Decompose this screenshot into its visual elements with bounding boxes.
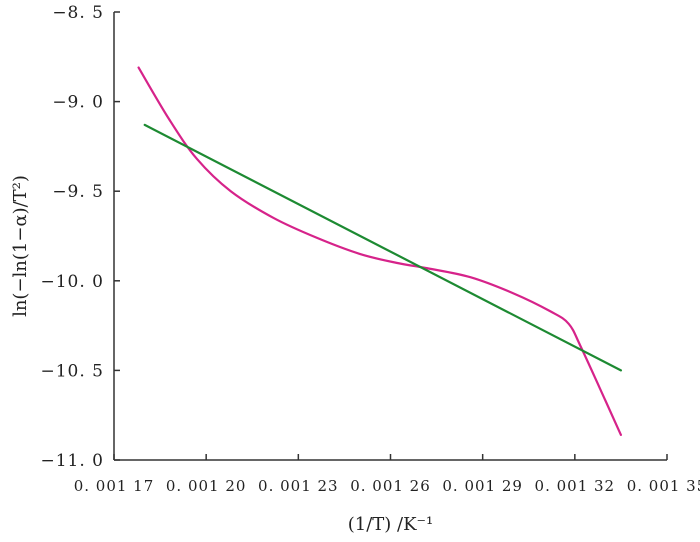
y-tick-label: −11. 0 <box>41 451 105 471</box>
x-tick-label: 0. 001 32 <box>535 477 616 495</box>
x-tick-label: 0. 001 20 <box>166 477 247 495</box>
x-tick-label: 0. 001 17 <box>74 477 155 495</box>
linear-fit-line <box>143 123 623 372</box>
x-tick-label: 0. 001 35 <box>627 477 700 495</box>
y-tick-label: −8. 5 <box>52 3 104 23</box>
y-tick-label: −10. 5 <box>41 361 105 381</box>
x-tick-label: 0. 001 29 <box>442 477 523 495</box>
labels-layer: −8. 5 −9. 0 −9. 5 −10. 0 −10. 5 −11. 0 0. 001 … <box>10 3 700 535</box>
x-tick-label: 0. 001 26 <box>350 477 431 495</box>
x-tick-label: 0. 001 23 <box>258 477 339 495</box>
series-layer <box>137 66 623 437</box>
experimental-curve-line <box>137 66 623 437</box>
y-tick-label: −9. 0 <box>52 93 104 113</box>
y-tick-label: −10. 0 <box>41 272 105 292</box>
x-axis-title: (1/T) /K⁻¹ <box>348 514 434 535</box>
y-axis-title: ln(−ln(1−α)/T²) <box>10 175 31 317</box>
y-tick-label: −9. 5 <box>52 182 104 202</box>
axes <box>113 11 668 461</box>
